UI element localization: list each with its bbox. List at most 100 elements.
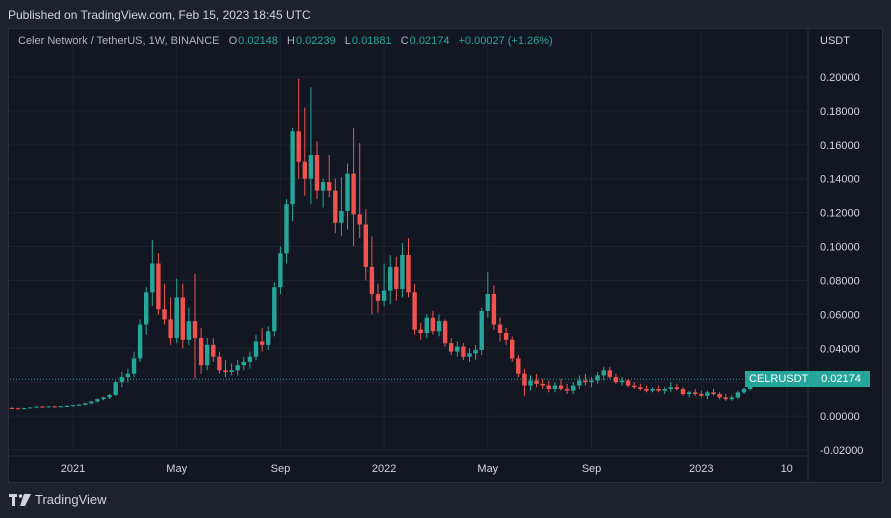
candle-body <box>70 405 76 407</box>
candle-body <box>479 310 484 350</box>
candle-body <box>589 380 594 383</box>
candle-body <box>442 321 448 344</box>
x-tick-label: 10 <box>781 463 793 475</box>
candle-body <box>491 294 497 325</box>
candle-body <box>686 392 692 395</box>
candle-body <box>278 253 283 288</box>
legend-high-value: 0.02239 <box>295 35 336 47</box>
chart-frame[interactable] <box>8 28 883 483</box>
candle-body <box>571 385 576 391</box>
y-tick-label: 0.18000 <box>820 106 860 118</box>
candle-body <box>302 161 307 179</box>
candle-body <box>180 297 185 340</box>
candle-body <box>577 380 582 386</box>
candle-body <box>680 388 686 395</box>
candle-body <box>412 292 417 330</box>
candle-body <box>564 388 570 391</box>
candle-body <box>369 266 375 295</box>
candle-body <box>223 370 228 373</box>
candle-body <box>357 214 362 225</box>
candle-body <box>644 388 649 391</box>
candle-body <box>327 182 332 191</box>
candle-body <box>89 401 94 404</box>
candle-body <box>144 292 149 325</box>
candle-body <box>22 408 27 410</box>
candle-body <box>15 408 21 410</box>
candle-body <box>516 358 521 374</box>
candle-body <box>595 375 600 381</box>
candle-body <box>613 377 619 383</box>
candle-body <box>662 388 667 391</box>
legend-open-value: 0.02148 <box>238 35 278 47</box>
candle-body <box>406 255 411 293</box>
candle-body <box>705 392 710 396</box>
candle-body <box>235 365 240 371</box>
candle-body <box>333 190 338 223</box>
candle-body <box>729 397 734 400</box>
x-tick-label: 2023 <box>689 463 713 475</box>
candle-body <box>485 294 490 311</box>
candle-body <box>131 358 137 374</box>
candle-body <box>388 266 393 291</box>
candle-body <box>284 204 289 254</box>
candle-body <box>510 339 515 359</box>
legend-close-value: 0.02174 <box>409 35 450 47</box>
candle-body <box>137 324 143 359</box>
candle-body <box>46 406 51 408</box>
y-tick-label: 0.10000 <box>820 242 860 254</box>
candle-body <box>101 397 106 400</box>
candle-body <box>28 407 33 409</box>
candle-body <box>552 385 558 389</box>
y-tick-label: 0.16000 <box>820 140 860 152</box>
candle-body <box>125 373 131 378</box>
candle-body <box>467 353 472 357</box>
candle-body <box>540 383 545 386</box>
candle-body <box>625 380 631 386</box>
currency-label[interactable]: USDT <box>820 35 850 47</box>
published-text: Published on TradingView.com, Feb 15, 20… <box>8 8 311 22</box>
candle-body <box>241 361 246 366</box>
y-tick-label: 0.12000 <box>820 208 860 220</box>
candle-body <box>455 346 460 352</box>
candle-body <box>601 370 606 376</box>
candle-body <box>534 380 539 384</box>
candle-body <box>668 387 673 389</box>
legend-open-label: O <box>228 35 238 47</box>
x-tick-label: 2021 <box>61 463 85 475</box>
candle-body <box>638 387 643 389</box>
candle-body <box>400 255 405 289</box>
y-tick-label: 0.00000 <box>820 411 860 423</box>
tradingview-logo[interactable]: TradingView <box>9 492 107 507</box>
x-tick-label: May <box>166 463 187 475</box>
candle-body <box>449 343 454 352</box>
last-price-label: 0.02174 <box>812 371 870 387</box>
candle-body <box>162 309 167 320</box>
candle-body <box>272 287 277 332</box>
candle-body <box>503 333 509 340</box>
candle-body <box>150 263 155 293</box>
candle-body <box>198 338 204 366</box>
candle-body <box>229 370 234 373</box>
footer <box>0 484 891 518</box>
candle-body <box>430 317 436 332</box>
candle-body <box>699 394 704 396</box>
candle-body <box>314 154 320 191</box>
candle-body <box>34 406 39 408</box>
candle-body <box>351 173 356 215</box>
chart-legend: Celer Network / TetherUS, 1W, BINANCE O0… <box>18 35 553 47</box>
candle-body <box>205 344 210 366</box>
candle-body <box>217 356 222 371</box>
candle-body <box>693 392 698 395</box>
candle-body <box>266 331 271 345</box>
x-tick-label: Sep <box>582 463 602 475</box>
candle-body <box>290 131 295 205</box>
candle-body <box>461 346 466 357</box>
candle-body <box>113 382 118 395</box>
candle-body <box>558 385 564 389</box>
candle-body <box>339 210 344 223</box>
candle-body <box>735 392 741 398</box>
candle-body <box>363 224 368 267</box>
tradingview-brand: TradingView <box>35 492 107 507</box>
y-tick-label: 0.06000 <box>820 309 860 321</box>
